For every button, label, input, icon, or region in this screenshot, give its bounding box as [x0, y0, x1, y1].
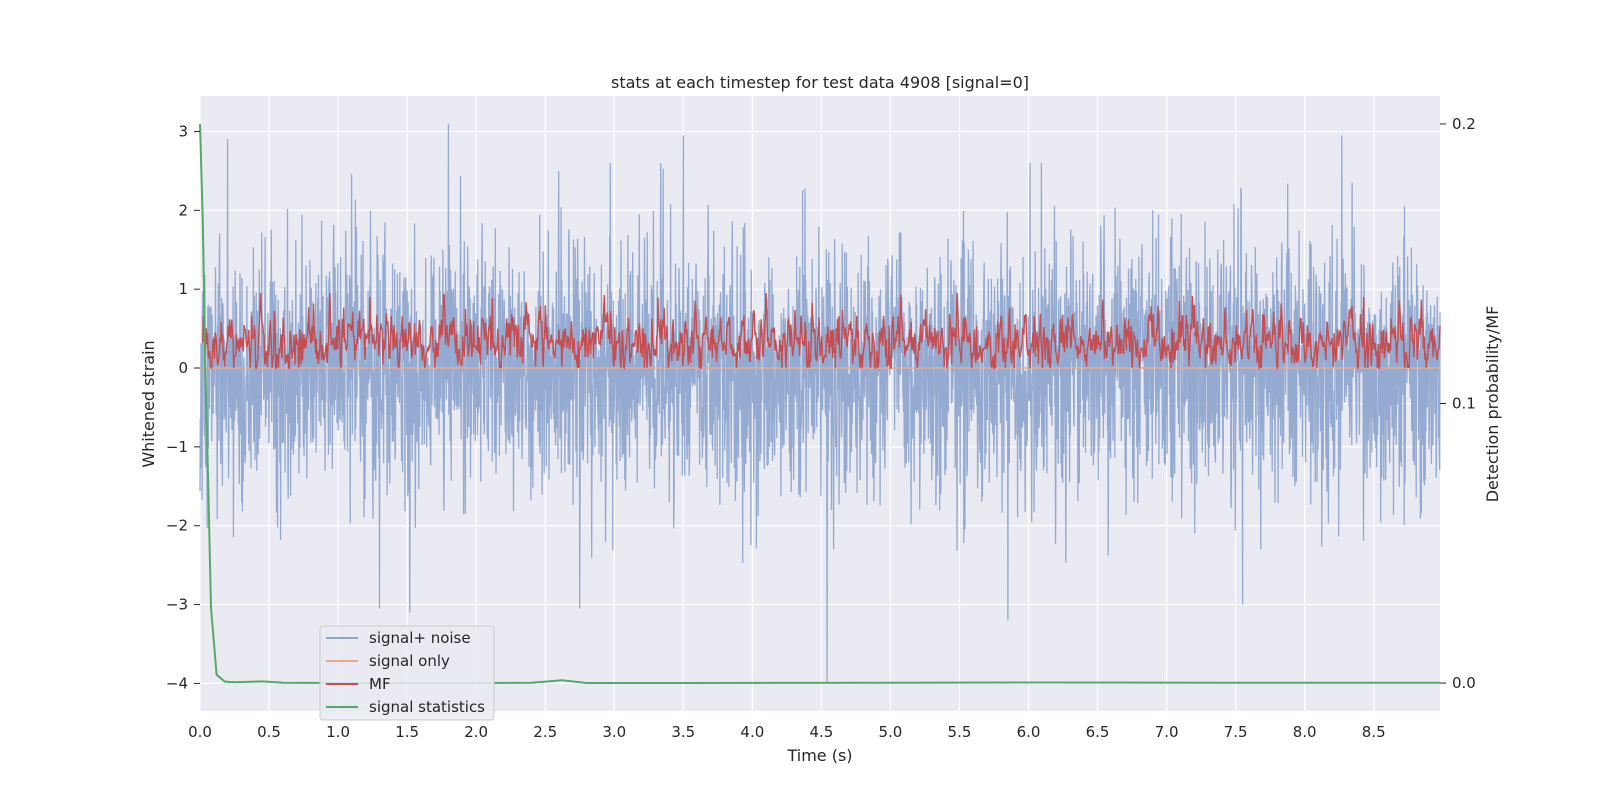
x-tick-label: 2.0: [464, 723, 488, 741]
x-tick-label: 5.0: [878, 723, 902, 741]
series-layer: [199, 123, 1441, 684]
legend-label-stats: signal statistics: [369, 698, 485, 716]
legend-label-noise: signal+ noise: [369, 629, 471, 647]
x-tick-label: 7.5: [1224, 723, 1248, 741]
x-tick-label: 8.0: [1293, 723, 1317, 741]
y-tick-label: 0: [178, 359, 188, 377]
x-axis-label: Time (s): [786, 746, 852, 765]
x-tick-label: 7.0: [1155, 723, 1179, 741]
y-tick-label: −2: [166, 517, 188, 535]
series-line-mf: [202, 291, 1441, 371]
y-axis-label-right: Detection probability/MF: [1483, 306, 1502, 503]
x-tick-label: 8.5: [1362, 723, 1386, 741]
x-tick-label: 0.0: [188, 723, 212, 741]
y-tick-label: 2: [178, 201, 188, 219]
y-tick-label: −1: [166, 438, 188, 456]
x-tick-label: 2.5: [533, 723, 557, 741]
y-tick-label: −3: [166, 596, 188, 614]
x-tick-label: 1.0: [326, 723, 350, 741]
y-right-tick-label: 0.2: [1452, 115, 1476, 133]
y-tick-label: −4: [166, 674, 188, 692]
x-tick-label: 5.5: [948, 723, 972, 741]
legend-label-mf: MF: [369, 675, 391, 693]
x-tick-label: 4.5: [809, 723, 833, 741]
legend-label-signal: signal only: [369, 652, 450, 670]
x-tick-label: 4.0: [740, 723, 764, 741]
x-tick-label: 6.5: [1086, 723, 1110, 741]
series-line-signal-statistics: [199, 123, 1440, 684]
x-tick-label: 3.0: [602, 723, 626, 741]
x-tick-label: 0.5: [257, 723, 281, 741]
y-right-tick-label: 0.1: [1452, 395, 1476, 413]
y-axis-label-left: Whitened strain: [139, 340, 158, 467]
tick-layer: 0.0 0.5 1.0 1.5 2.0 2.5 3.0 3.5 4.0 4.5 5.0 5.5 6.0 6…: [166, 115, 1476, 741]
legend: signal+ noise signal only MF signal stat…: [319, 625, 495, 721]
y-tick-label: 3: [178, 122, 188, 140]
x-tick-label: 6.0: [1017, 723, 1041, 741]
y-tick-label: 1: [178, 280, 188, 298]
x-tick-label: 3.5: [671, 723, 695, 741]
chart-title: stats at each timestep for test data 490…: [611, 73, 1029, 92]
y-right-tick-label: 0.0: [1452, 674, 1476, 692]
legend-box: [319, 625, 495, 721]
x-tick-label: 1.5: [395, 723, 419, 741]
